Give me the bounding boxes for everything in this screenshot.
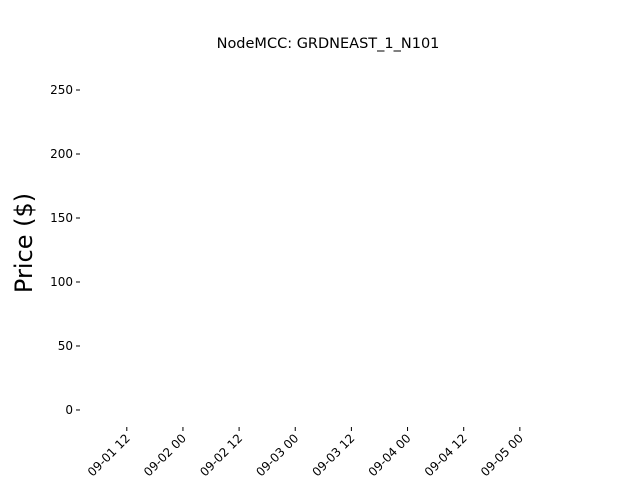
x-tick-label: 09-03 00: [253, 431, 301, 479]
x-tick-label: 09-04 00: [366, 431, 414, 479]
y-tick-label: 250: [50, 83, 73, 97]
y-tick-label: 150: [50, 211, 73, 225]
y-tick-label: 200: [50, 147, 73, 161]
x-tick-label: 09-02 12: [197, 431, 245, 479]
y-tick-label: 50: [58, 339, 73, 353]
x-tick-label: 09-02 00: [141, 431, 189, 479]
y-tick-label: 0: [65, 403, 73, 417]
chart-title: NodeMCC: GRDNEAST_1_N101: [217, 36, 440, 52]
x-tick-label: 09-03 12: [309, 431, 357, 479]
x-tick-label: 09-01 12: [85, 431, 133, 479]
y-tick-label: 100: [50, 275, 73, 289]
y-axis-label: Price ($): [10, 193, 38, 293]
x-tick-label: 09-04 12: [422, 431, 470, 479]
x-tick-label: 09-05 00: [478, 431, 526, 479]
